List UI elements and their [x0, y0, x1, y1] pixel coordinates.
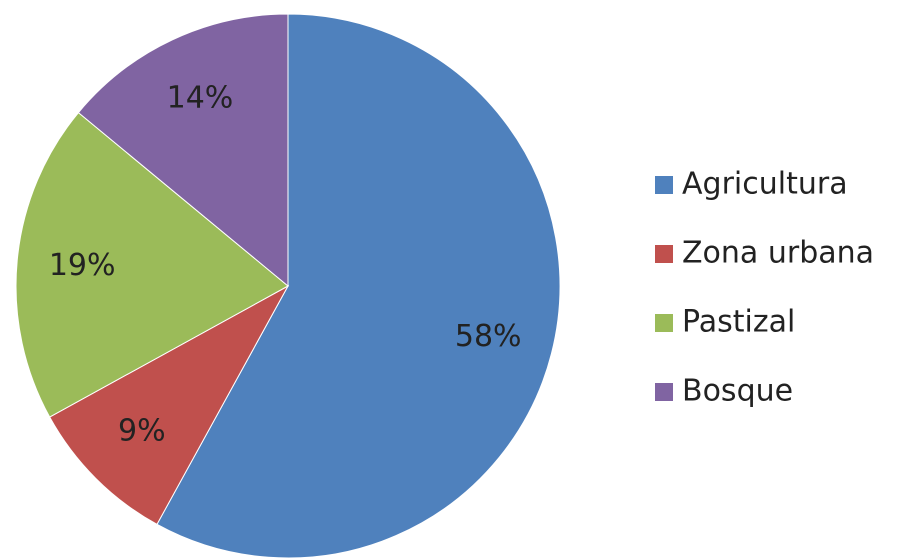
data-label: 9% [118, 414, 166, 449]
data-label: 14% [167, 80, 234, 115]
legend-swatch [655, 245, 673, 263]
data-label: 58% [455, 319, 522, 354]
legend-swatch [655, 176, 673, 194]
pie-slice [77, 13, 289, 288]
pie-slice [156, 13, 561, 559]
legend-label: Zona urbana [682, 236, 874, 271]
data-label: 19% [49, 248, 116, 283]
pie-slice [48, 284, 290, 526]
pie-slice [15, 111, 289, 418]
legend-swatch [655, 383, 673, 401]
legend-swatch [655, 314, 673, 332]
legend-label: Pastizal [682, 305, 795, 340]
legend-label: Bosque [682, 374, 793, 409]
legend-label: Agricultura [682, 167, 848, 202]
